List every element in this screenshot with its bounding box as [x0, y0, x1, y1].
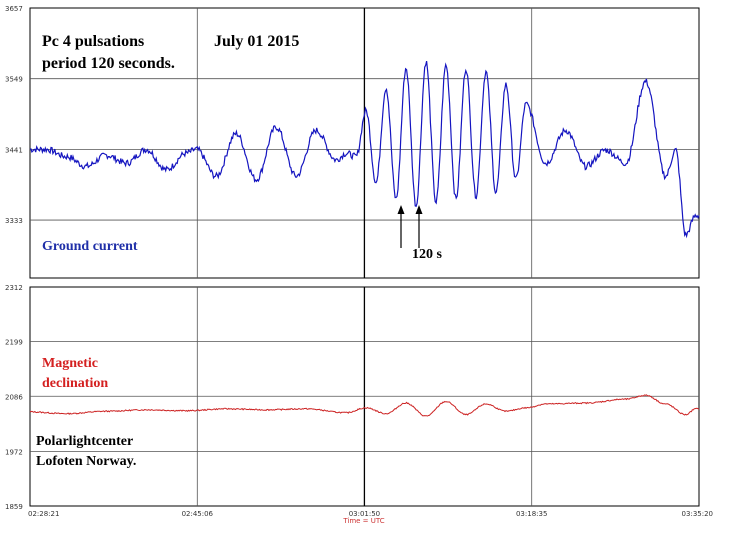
chart-subtitle: period 120 seconds. [42, 55, 175, 72]
x-tick-label: 02:28:21 [28, 510, 59, 518]
bottom-y-tick-label: 2086 [5, 393, 23, 401]
bottom-y-tick-label: 1972 [5, 448, 23, 456]
period-annotation: 120 s [397, 205, 443, 262]
x-tick-label: 02:45:06 [182, 510, 214, 518]
x-axis: 02:28:21 02:45:06 03:01:50 03:18:35 03:35:20 [28, 510, 713, 518]
top-y-tick-label: 3441 [5, 146, 23, 154]
bottom-grid [30, 287, 699, 506]
bottom-series-line [29, 394, 700, 417]
top-series-line [29, 60, 700, 239]
period-arrowhead-left [397, 205, 405, 214]
footer-line1: Polarlightcenter [36, 434, 133, 449]
x-tick-label: 03:01:50 [349, 510, 380, 518]
magnetic-label-line1: Magnetic [42, 356, 98, 371]
ground-current-label: Ground current [42, 239, 138, 254]
bottom-y-tick-label: 2199 [5, 339, 23, 347]
bottom-series-group [29, 394, 700, 417]
top-y-tick-label: 3549 [5, 76, 23, 84]
chart-title: Pc 4 pulsations [42, 33, 144, 50]
top-y-tick-label: 3657 [5, 5, 23, 13]
top-series-group [29, 60, 700, 239]
magnetic-label-line2: declination [42, 376, 108, 391]
period-arrowhead-right [415, 205, 423, 214]
footer-line2: Lofoten Norway. [36, 454, 136, 469]
chart-date: July 01 2015 [214, 33, 299, 50]
bottom-y-axis: 2312 2199 2086 1972 1859 [5, 284, 23, 511]
x-tick-label: 03:35:20 [682, 510, 713, 518]
top-y-axis: 3657 3549 3441 3333 [5, 5, 23, 225]
period-label: 120 s [412, 247, 443, 262]
x-axis-title: Time = UTC [342, 517, 384, 525]
top-y-tick-label: 3333 [5, 217, 23, 225]
bottom-y-tick-label: 2312 [5, 284, 23, 292]
x-tick-label: 03:18:35 [516, 510, 547, 518]
bottom-y-tick-label: 1859 [5, 503, 23, 511]
